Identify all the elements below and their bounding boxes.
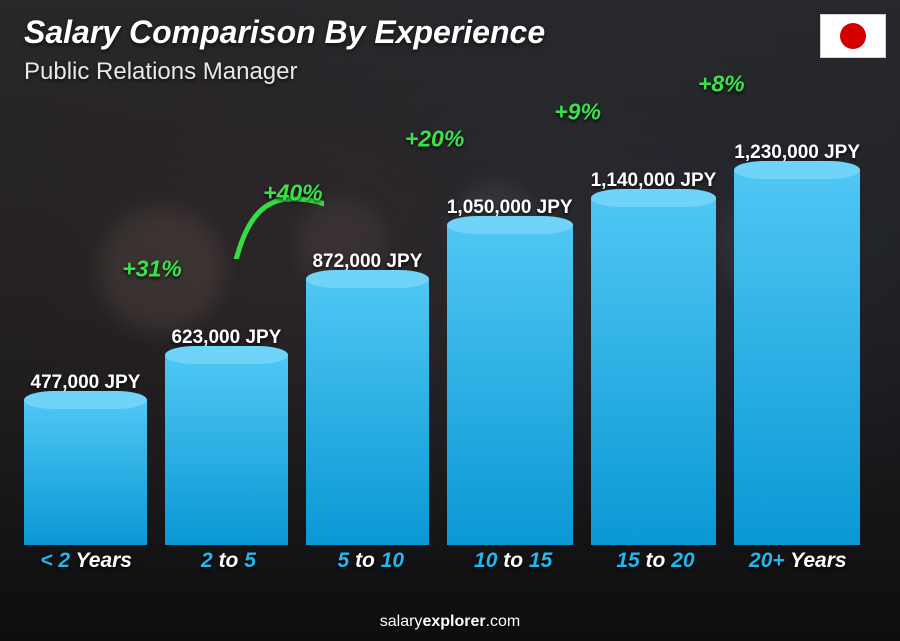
- page-title: Salary Comparison By Experience: [24, 14, 545, 51]
- bar-group: 1,140,000 JPY: [591, 170, 717, 545]
- salary-bar-chart: 477,000 JPY623,000 JPY872,000 JPY1,050,0…: [24, 109, 860, 579]
- footer-text-pre: salary: [380, 613, 423, 630]
- footer-text-bold: explorer: [422, 613, 485, 630]
- footer-text-suf: .com: [486, 613, 521, 630]
- page-subtitle: Public Relations Manager: [24, 58, 297, 86]
- bar: [734, 170, 860, 545]
- x-axis-label: 2 to 5: [166, 549, 290, 579]
- bar: [447, 225, 573, 545]
- bar: [306, 279, 429, 545]
- x-axis-label: 5 to 10: [309, 549, 433, 579]
- bar-group: 1,050,000 JPY: [447, 197, 573, 545]
- x-axis-label: < 2 Years: [24, 549, 148, 579]
- bar-group: 1,230,000 JPY: [734, 142, 860, 545]
- flag-disc-icon: [840, 23, 866, 49]
- x-labels-container: < 2 Years 2 to 5 5 to 10 10 to 15 15 to 20 20…: [24, 549, 860, 579]
- infographic-stage: Salary Comparison By Experience Public R…: [0, 0, 900, 641]
- x-axis-label: 20+ Years: [736, 549, 860, 579]
- bar-group: 872,000 JPY: [306, 251, 429, 545]
- growth-label: +8%: [698, 71, 745, 98]
- growth-label: +9%: [554, 99, 601, 126]
- bar: [24, 400, 147, 545]
- growth-label: +20%: [405, 126, 464, 153]
- growth-label: +40%: [263, 180, 322, 207]
- footer-attribution: salaryexplorer.com: [0, 613, 900, 631]
- bar-group: 477,000 JPY: [24, 372, 147, 545]
- bars-container: 477,000 JPY623,000 JPY872,000 JPY1,050,0…: [24, 109, 860, 545]
- bar-group: 623,000 JPY: [165, 327, 288, 545]
- growth-label: +31%: [122, 256, 181, 283]
- x-axis-label: 15 to 20: [593, 549, 717, 579]
- bar: [165, 355, 288, 545]
- bar: [591, 198, 717, 545]
- x-axis-label: 10 to 15: [451, 549, 575, 579]
- country-flag-japan: [820, 14, 886, 58]
